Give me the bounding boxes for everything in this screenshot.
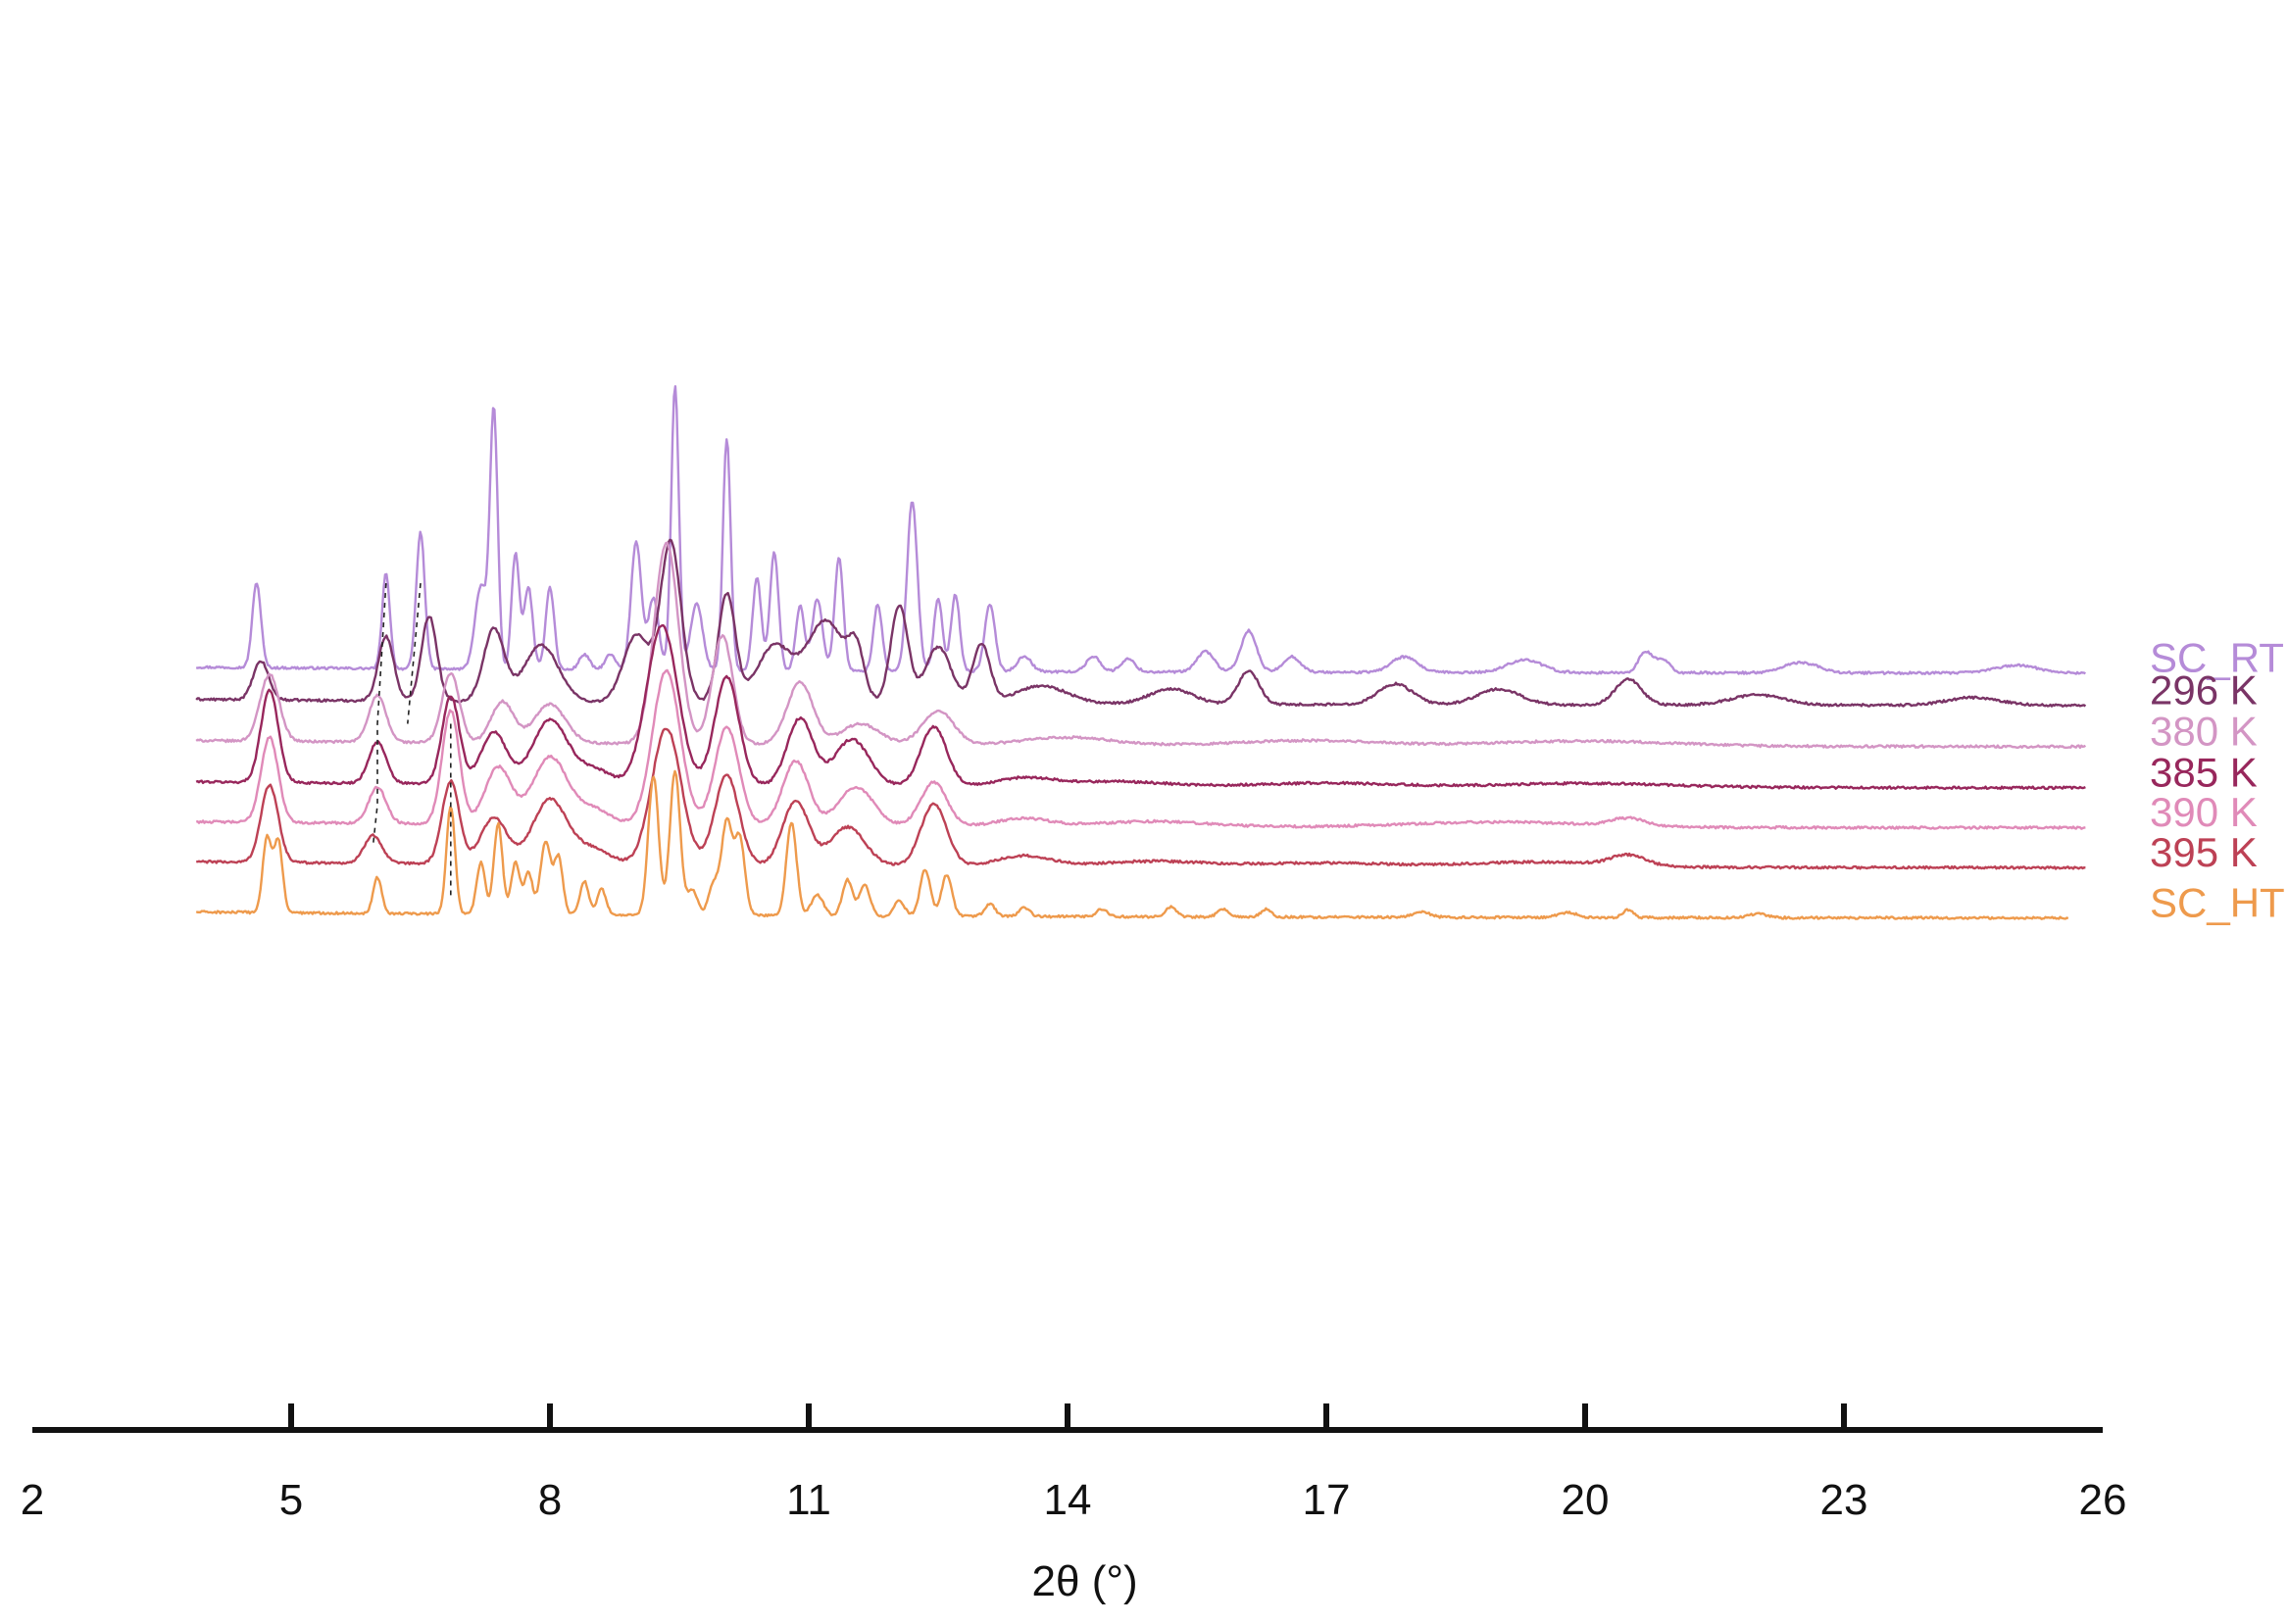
x-tick-label: 8 [538,1476,562,1524]
series-label-sc-rt: SC_RT [2150,634,2284,680]
x-tick-label: 5 [279,1476,303,1524]
x-tick-label: 11 [786,1476,831,1524]
guide-line-2 [407,583,422,724]
guide-line-1 [372,583,387,846]
x-tick-label: 26 [2079,1476,2127,1524]
series-label-390-k: 390 K [2150,789,2258,835]
series-line-sc-rt [195,385,2086,675]
x-tick-label: 20 [1562,1476,1610,1524]
x-tick-label: 17 [1303,1476,1351,1524]
series-line-395-k [196,727,2086,870]
xrd-traces [195,385,2087,920]
x-tick-label: 14 [1044,1476,1092,1524]
series-line-296-k [195,538,2087,708]
series-line-sc-ht [195,769,2069,920]
series-line-380-k [195,541,2087,750]
series-label-sc-ht: SC_HT [2150,879,2285,925]
x-axis: 2 5 8 11 14 17 20 23 26 [21,1403,2127,1524]
series-label-395-k: 395 K [2150,829,2258,875]
series-line-385-k [195,623,2086,791]
series-label-385-k: 385 K [2150,750,2258,796]
series-label-380-k: 380 K [2150,708,2258,754]
x-tick-label: 23 [1820,1476,1868,1524]
x-ticks: 2 5 8 11 14 17 20 23 26 [21,1403,2127,1524]
series-label-296-k: 296 K [2150,666,2258,713]
x-axis-label: 2θ (°) [1032,1557,1138,1605]
x-tick-label: 2 [21,1476,44,1524]
peak-guide-lines [372,583,452,896]
series-line-390-k [195,668,2086,830]
